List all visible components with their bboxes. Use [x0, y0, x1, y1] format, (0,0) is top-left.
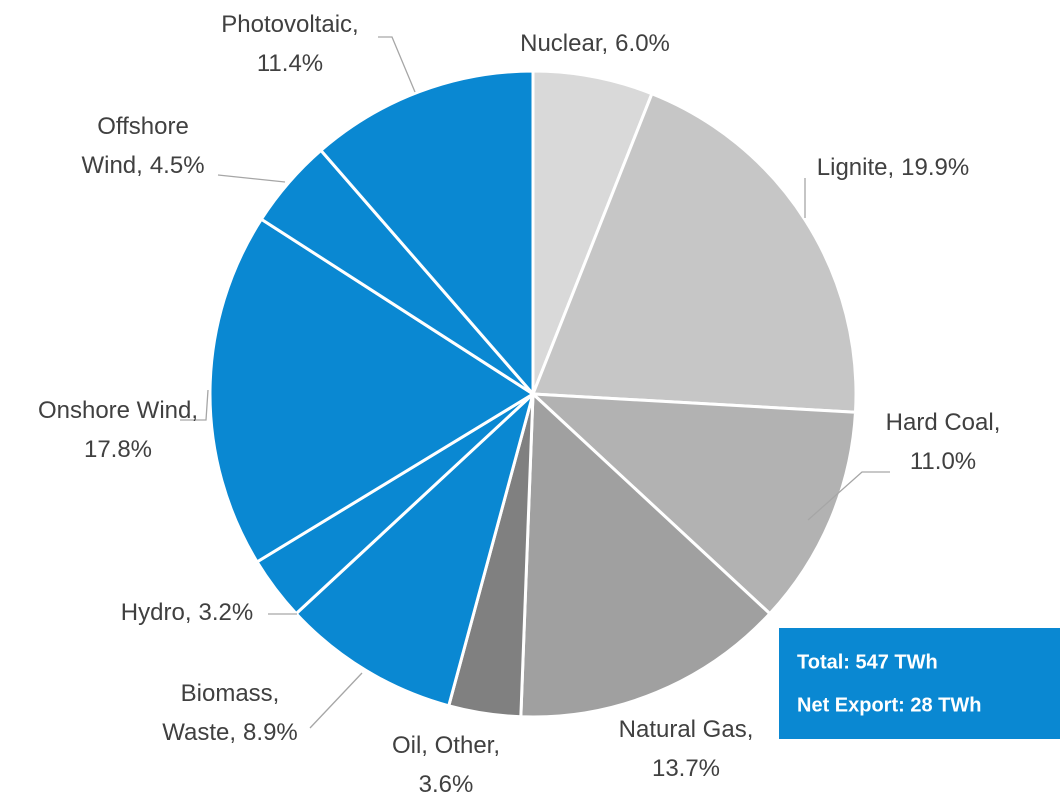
pie — [208, 69, 858, 719]
value-label: 17.8% — [84, 436, 152, 463]
category-label: Waste, — [162, 719, 236, 746]
data-label: Oil, Other, 3.6% — [392, 732, 500, 798]
leader-line — [378, 36, 416, 93]
leader-line — [807, 471, 890, 521]
slice — [519, 392, 772, 719]
leader-line — [217, 174, 286, 183]
category-label: Lignite, — [817, 154, 894, 181]
category-label: Offshore — [97, 113, 189, 140]
category-label: Wind, — [81, 152, 142, 179]
leader-line — [309, 672, 363, 729]
value-label: 11.4% — [257, 50, 323, 77]
data-label: Biomass, Waste, 8.9% — [162, 680, 298, 746]
category-label: Natural Gas, — [619, 716, 754, 743]
slice — [531, 69, 654, 396]
value-label: 6.0% — [615, 30, 670, 57]
data-label: Offshore Wind, 4.5% — [81, 113, 204, 179]
value-label: 3.2% — [198, 599, 253, 626]
data-label: Natural Gas, 13.7% — [619, 716, 754, 782]
slice — [319, 69, 535, 396]
labels: Nuclear, 6.0% Lignite, 19.9% Hard Coal, 11.0%… — [38, 11, 1000, 798]
category-label: Onshore Wind, — [38, 397, 198, 424]
annotation: Net Export: 28 TWh — [797, 694, 981, 716]
value-label: 3.6% — [419, 771, 474, 798]
data-label: Photovoltaic, 11.4% — [221, 11, 358, 77]
value-label: 4.5% — [150, 152, 205, 179]
value-label: 11.0% — [910, 448, 976, 475]
data-label: Lignite, 19.9% — [817, 154, 969, 181]
slice — [294, 392, 535, 708]
category-label: Photovoltaic, — [221, 11, 358, 38]
value-label: 13.7% — [652, 755, 720, 782]
data-label: Nuclear, 6.0% — [520, 30, 670, 57]
category-label: Biomass, — [181, 680, 280, 707]
slice — [208, 217, 535, 564]
leader-line — [180, 389, 209, 421]
data-label: Onshore Wind, 17.8% — [38, 397, 198, 463]
slice — [531, 92, 858, 414]
data-label: Hydro, 3.2% — [121, 599, 253, 626]
category-label: Nuclear, — [520, 30, 608, 57]
category-label: Hard Coal, — [886, 409, 1001, 436]
category-label: Oil, Other, — [392, 732, 500, 759]
annotation: Total: 547 TWh — [797, 651, 938, 673]
value-label: 8.9% — [243, 719, 298, 746]
slice — [531, 392, 857, 616]
note-box — [779, 628, 1060, 739]
value-label: 19.9% — [901, 154, 969, 181]
data-label: Hard Coal, 11.0% — [886, 409, 1001, 475]
category-label: Hydro, — [121, 599, 192, 626]
